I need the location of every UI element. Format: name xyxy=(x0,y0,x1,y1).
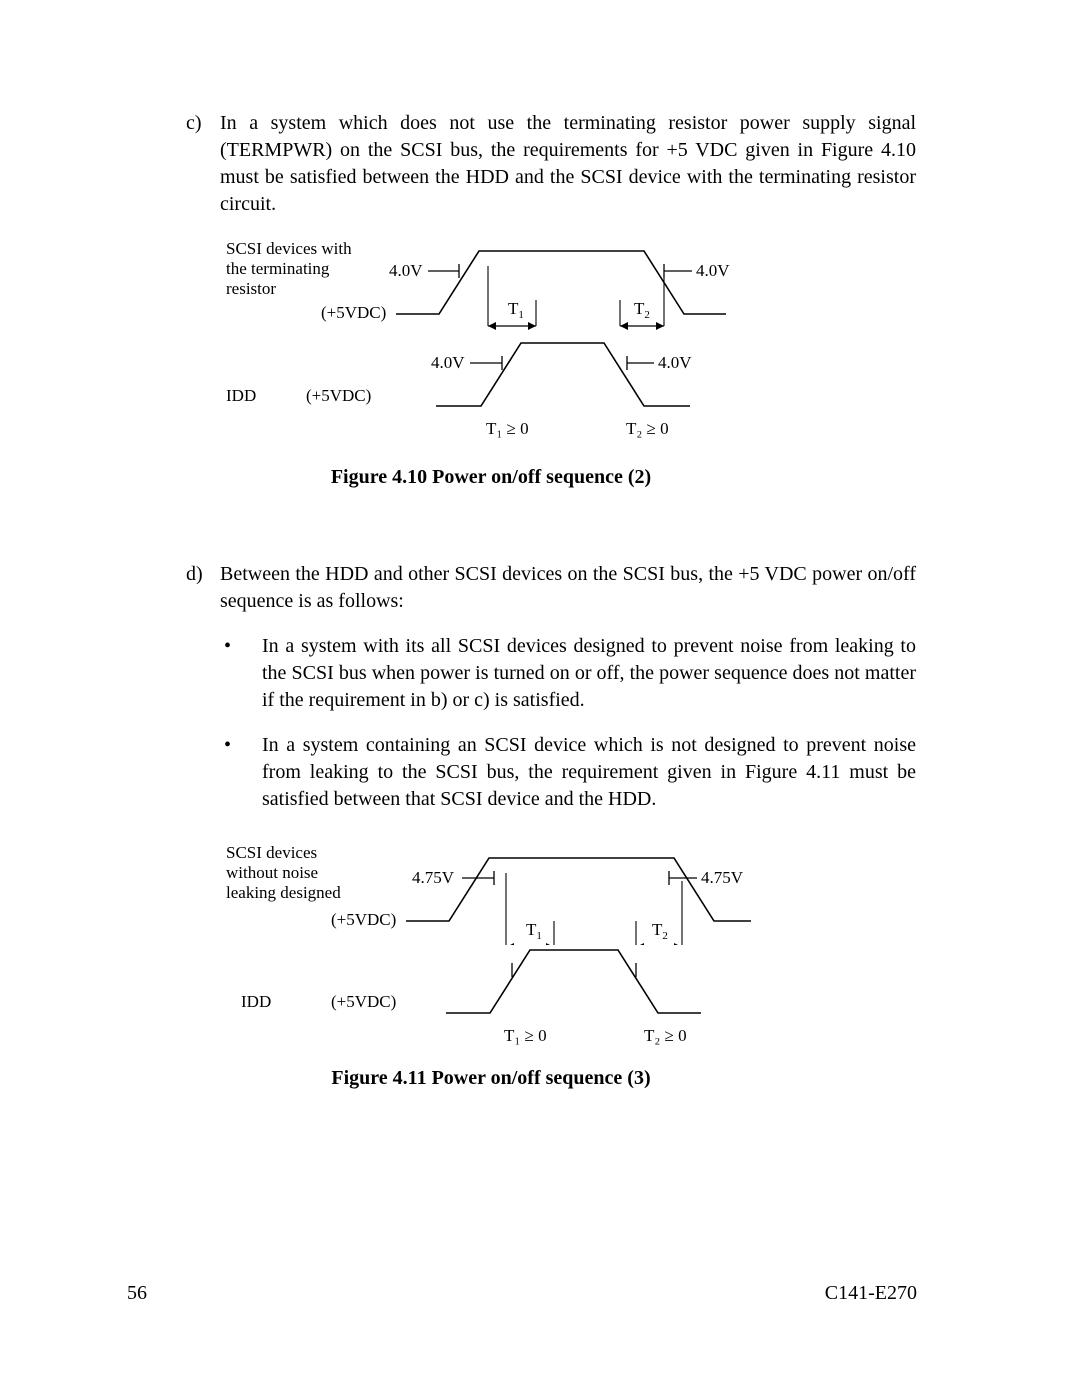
fig2-t2-label: T2 xyxy=(652,920,668,942)
fig1-bot-v-right: 4.0V xyxy=(658,353,692,372)
fig1-top-v-left: 4.0V xyxy=(389,261,423,280)
fig1-bot-v-left: 4.0V xyxy=(431,353,465,372)
bullet-list: • In a system with its all SCSI devices … xyxy=(186,633,916,813)
figure-4-11-caption: Figure 4.11 Power on/off sequence (3) xyxy=(226,1065,756,1092)
fig1-top-label-3: resistor xyxy=(226,279,276,298)
paragraph-c: c) In a system which does not use the te… xyxy=(186,110,916,218)
bullet-dot: • xyxy=(220,732,262,813)
fig2-t1eq: T₁ ≥ 0 xyxy=(504,1026,547,1045)
figure-4-10: SCSI devices with the terminating resist… xyxy=(226,236,756,491)
page-footer: 56 C141-E270 xyxy=(0,1280,1080,1307)
marker-c: c) xyxy=(186,110,220,218)
paragraph-c-text: In a system which does not use the termi… xyxy=(220,110,916,218)
bullet-1: • In a system with its all SCSI devices … xyxy=(220,633,916,714)
figure-4-11: SCSI devices without noise leaking desig… xyxy=(226,835,756,1092)
fig1-t1-label: T1 xyxy=(508,299,524,321)
fig1-top-v-right: 4.0V xyxy=(696,261,730,280)
arrow-t1 xyxy=(488,322,536,330)
timing-diagram-2: SCSI devices without noise leaking desig… xyxy=(226,835,756,1057)
fig1-idd: IDD xyxy=(226,386,256,405)
bullet-1-text: In a system with its all SCSI devices de… xyxy=(262,633,916,714)
fig2-top-label-3: leaking designed xyxy=(226,883,341,902)
fig2-bot-vdc: (+5VDC) xyxy=(331,992,396,1011)
arrow-t2 xyxy=(620,322,664,330)
bullet-2: • In a system containing an SCSI device … xyxy=(220,732,916,813)
fig2-t2eq: T₂ ≥ 0 xyxy=(644,1026,687,1045)
figure-4-10-caption: Figure 4.10 Power on/off sequence (2) xyxy=(226,464,756,491)
page-content: c) In a system which does not use the te… xyxy=(186,110,916,1092)
page-number: 56 xyxy=(127,1280,147,1307)
fig2-top-label-2: without noise xyxy=(226,863,318,882)
fig1-bot-vdc: (+5VDC) xyxy=(306,386,371,405)
fig2-t1-label: T1 xyxy=(526,920,542,942)
fig2-idd: IDD xyxy=(241,992,271,1011)
fig2-top-v-right: 4.75V xyxy=(701,868,744,887)
fig2-top-label-1: SCSI devices xyxy=(226,843,317,862)
paragraph-d: d) Between the HDD and other SCSI device… xyxy=(186,561,916,615)
fig1-t2-label: T2 xyxy=(634,299,650,321)
fig2-top-v-left: 4.75V xyxy=(412,868,455,887)
marker-d: d) xyxy=(186,561,220,615)
bullet-dot: • xyxy=(220,633,262,714)
timing-diagram-1: SCSI devices with the terminating resist… xyxy=(226,236,756,456)
doc-id: C141-E270 xyxy=(825,1280,917,1307)
fig1-top-label-2: the terminating xyxy=(226,259,330,278)
bullet-2-text: In a system containing an SCSI device wh… xyxy=(262,732,916,813)
fig1-top-vdc: (+5VDC) xyxy=(321,303,386,322)
paragraph-d-text: Between the HDD and other SCSI devices o… xyxy=(220,561,916,615)
fig1-t1eq: T₁ ≥ 0 xyxy=(486,419,529,438)
fig2-top-vdc: (+5VDC) xyxy=(331,910,396,929)
fig1-top-label-1: SCSI devices with xyxy=(226,239,352,258)
fig1-t2eq: T₂ ≥ 0 xyxy=(626,419,669,438)
